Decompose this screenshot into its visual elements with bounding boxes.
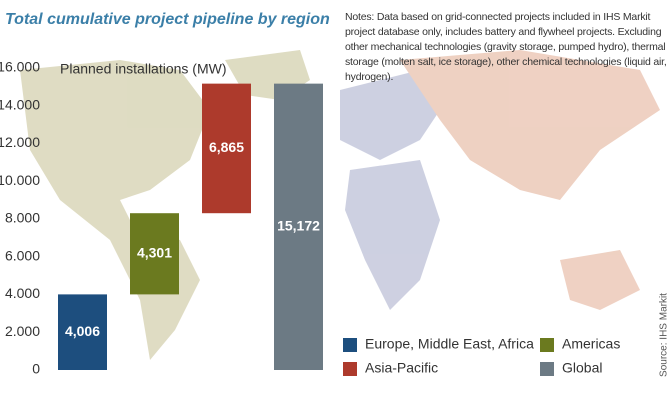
world-map xyxy=(20,50,660,360)
y-tick-label: 4.000 xyxy=(5,285,40,301)
value-label: 15,172 xyxy=(277,218,320,234)
legend-swatch xyxy=(540,362,554,376)
y-tick-label: 8.000 xyxy=(5,210,40,226)
legend-label: Asia-Pacific xyxy=(365,360,438,376)
bar xyxy=(274,83,323,370)
y-tick-label: 6.000 xyxy=(5,247,40,263)
y-tick-label: 0 xyxy=(32,361,40,377)
bar xyxy=(58,294,107,370)
y-tick-label: 14.000 xyxy=(0,96,40,112)
legend-label: Europe, Middle East, Africa xyxy=(365,336,534,352)
source: Source: IHS Markit xyxy=(659,293,669,377)
value-label: 4,006 xyxy=(65,323,100,339)
y-tick-label: 10.000 xyxy=(0,172,40,188)
value-label: 4,301 xyxy=(137,244,172,260)
legend-swatch xyxy=(343,338,357,352)
y-axis-label: Planned installations (MW) xyxy=(60,61,227,77)
bar xyxy=(202,83,251,214)
value-label: 6,865 xyxy=(209,139,244,155)
chart-title: Total cumulative project pipeline by reg… xyxy=(5,11,330,28)
bar xyxy=(130,213,179,295)
y-tick-label: 2.000 xyxy=(5,323,40,339)
notes: Notes: Data based on grid-connected proj… xyxy=(345,11,667,83)
legend-swatch xyxy=(540,338,554,352)
y-tick-label: 12.000 xyxy=(0,134,40,150)
y-tick-label: 16.000 xyxy=(0,59,40,75)
legend-label: Global xyxy=(562,360,602,376)
legend-swatch xyxy=(343,362,357,376)
legend-label: Americas xyxy=(562,336,620,352)
